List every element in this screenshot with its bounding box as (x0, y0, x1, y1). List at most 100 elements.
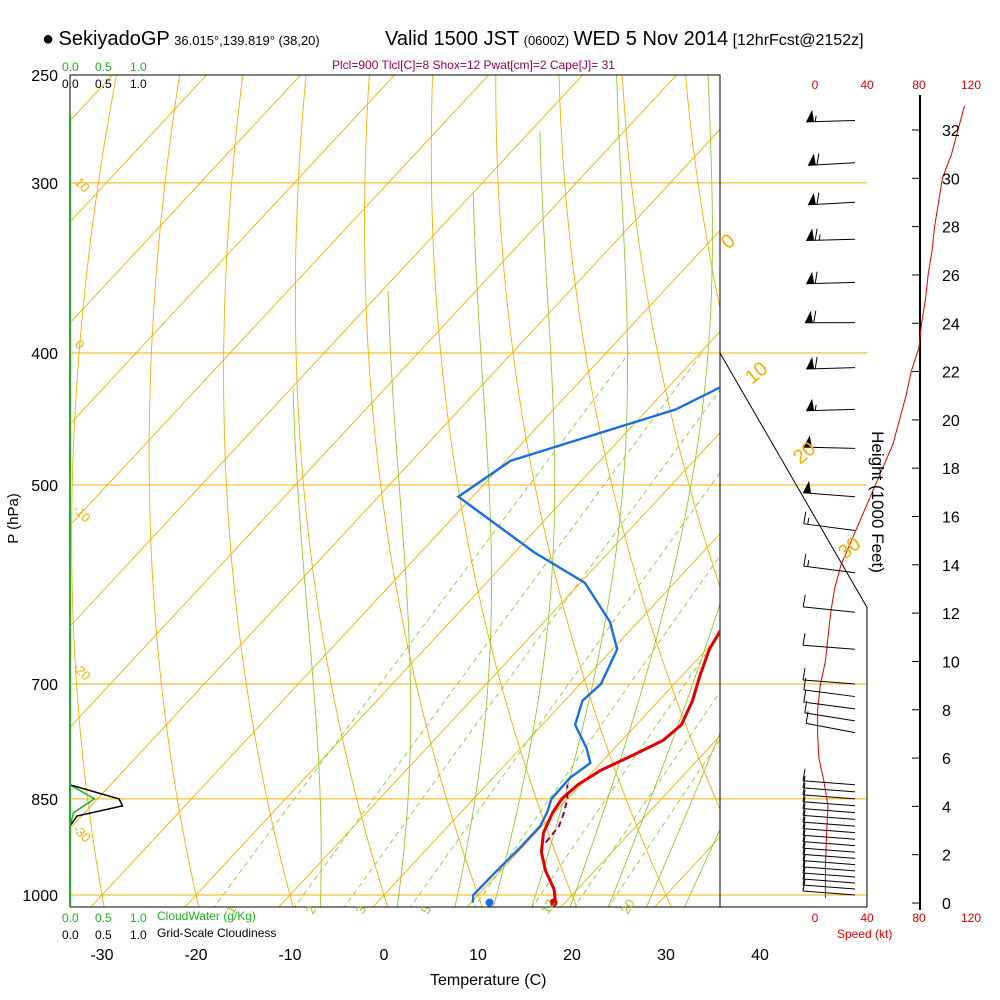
wind-barb-shaft (802, 853, 856, 859)
cloudiness-tick-top: 1.0 (130, 77, 147, 91)
valid-label: Valid 1500 JST (385, 28, 520, 50)
dry-adiabat-label: -20 (70, 660, 94, 684)
wind-barb-shaft (802, 866, 856, 872)
temperature-tick-label: 40 (751, 947, 769, 964)
wind-speed-profile (817, 105, 965, 899)
wind-barb-shaft (806, 120, 856, 123)
wind-barb (803, 554, 856, 574)
speed-tick-bottom: 80 (912, 911, 926, 925)
speed-tick-top: 0 (812, 78, 819, 92)
dry-adiabat-line (294, 75, 389, 907)
chart-header: ● SekiyadoGP 36.015°,139.819° (38,20) (42, 28, 320, 51)
wind-barb-feather (816, 153, 820, 166)
wind-barb-shaft (802, 821, 856, 827)
dry-adiabat-line (621, 75, 720, 589)
wind-barb-shaft (803, 565, 856, 574)
background-lines (70, 75, 720, 907)
isotherm-line (70, 75, 678, 728)
height-tick-label: 18 (942, 461, 960, 478)
speed-tick-top: 80 (912, 78, 926, 92)
cloudiness-tick-bottom: 0.0 (62, 928, 79, 942)
moist-adiabat-line (607, 602, 720, 907)
cloud-water-tick-bottom: 0.0 (62, 911, 79, 925)
mixing-ratio-line (574, 691, 720, 907)
temperature-tick-label: -20 (184, 947, 207, 964)
wind-barb-half-feather (818, 234, 821, 241)
dry-adiabat-label: 20 (789, 438, 820, 469)
wind-barb (802, 480, 856, 498)
mixing-ratio-label: 5 (418, 903, 435, 917)
parcel-profile (544, 784, 569, 844)
pressure-tick-label: 400 (31, 346, 58, 363)
wind-barb (806, 398, 856, 412)
temperature-tick-label: 0 (380, 947, 389, 964)
wind-barb (802, 796, 856, 814)
wind-barb-shaft (802, 847, 856, 853)
wind-barb (802, 633, 856, 650)
height-tick-label: 30 (942, 171, 960, 188)
wind-barb-pennant (806, 228, 815, 241)
mixing-ratio-label: 3 (353, 903, 370, 917)
speed-tick-top: 120 (961, 78, 981, 92)
mixing-ratio-line (294, 352, 703, 907)
temperature-tick-label: 20 (563, 947, 581, 964)
temperature-profile (539, 628, 720, 903)
wind-barb (803, 435, 856, 449)
wind-barb-shaft (802, 890, 856, 896)
dry-adiabat-line (558, 75, 720, 810)
height-tick-label: 4 (942, 799, 951, 816)
height-tick-label: 12 (942, 606, 960, 623)
cloud-water-label: CloudWater (g/Kg) (157, 909, 256, 923)
wind-barb (802, 809, 856, 827)
wind-barb (806, 356, 856, 370)
wind-barb-shaft (802, 834, 856, 840)
wind-barb-feather (802, 809, 806, 823)
height-tick-label: 16 (942, 510, 960, 527)
wind-barb-feather (803, 511, 807, 524)
isotherm-line (70, 128, 720, 830)
pressure-tick-label: 500 (31, 478, 58, 495)
speed-tick-bottom: 0 (812, 911, 819, 925)
wind-barb-shaft (806, 238, 856, 242)
wind-barb-pennant (804, 310, 813, 323)
height-tick-label: 28 (942, 220, 960, 237)
mixing-ratio-label: 2 (303, 903, 320, 917)
wind-barb-shaft (802, 860, 856, 866)
dewpoint-profile (456, 386, 720, 903)
dry-adiabat-line (685, 75, 720, 310)
wind-barb (806, 109, 856, 123)
mixing-ratio-line (213, 352, 630, 907)
wind-barb-shaft (802, 679, 856, 685)
wind-barb (802, 782, 856, 800)
stability-indices: Plcl=900 Tlcl[C]=8 Shox=12 Pwat[cm]=2 Ca… (332, 58, 615, 72)
cloudiness-label: Grid-Scale Cloudiness (157, 926, 277, 940)
wind-barb-feather (814, 228, 818, 241)
wind-barb (807, 153, 856, 166)
speed-tick-bottom: 40 (860, 911, 874, 925)
wind-barb-feather (813, 310, 817, 323)
cloudiness-profile (69, 784, 124, 827)
isotherm-line (70, 75, 584, 627)
wind-barb-pennant (806, 356, 815, 369)
cloud-water-tick-top: 0.5 (95, 60, 112, 74)
wind-barb-pennant (806, 109, 815, 122)
dry-adiabat-line (364, 75, 483, 907)
wind-barb-pennant (806, 271, 815, 284)
height-tick-label: 14 (942, 558, 960, 575)
wind-barb-feather (802, 594, 806, 607)
isotherm-line (70, 75, 490, 526)
wind-barb-shaft (804, 712, 856, 722)
dry-adiabat-line (430, 75, 578, 907)
wind-barb-feather (814, 356, 818, 370)
wind-barb-shaft (806, 722, 856, 734)
wind-barb-half-feather (814, 115, 817, 122)
wind-barb-feather (802, 775, 806, 788)
isotherm-line (70, 75, 396, 425)
wind-barb-feather (816, 192, 820, 205)
wind-barb (802, 667, 856, 685)
pressure-tick-label: 850 (31, 792, 58, 809)
mixing-ratio-line (343, 389, 720, 907)
forecast-tag: [12hrFcst@2152z] (732, 32, 864, 49)
wind-barb (802, 775, 856, 793)
isotherm-line (70, 75, 208, 223)
